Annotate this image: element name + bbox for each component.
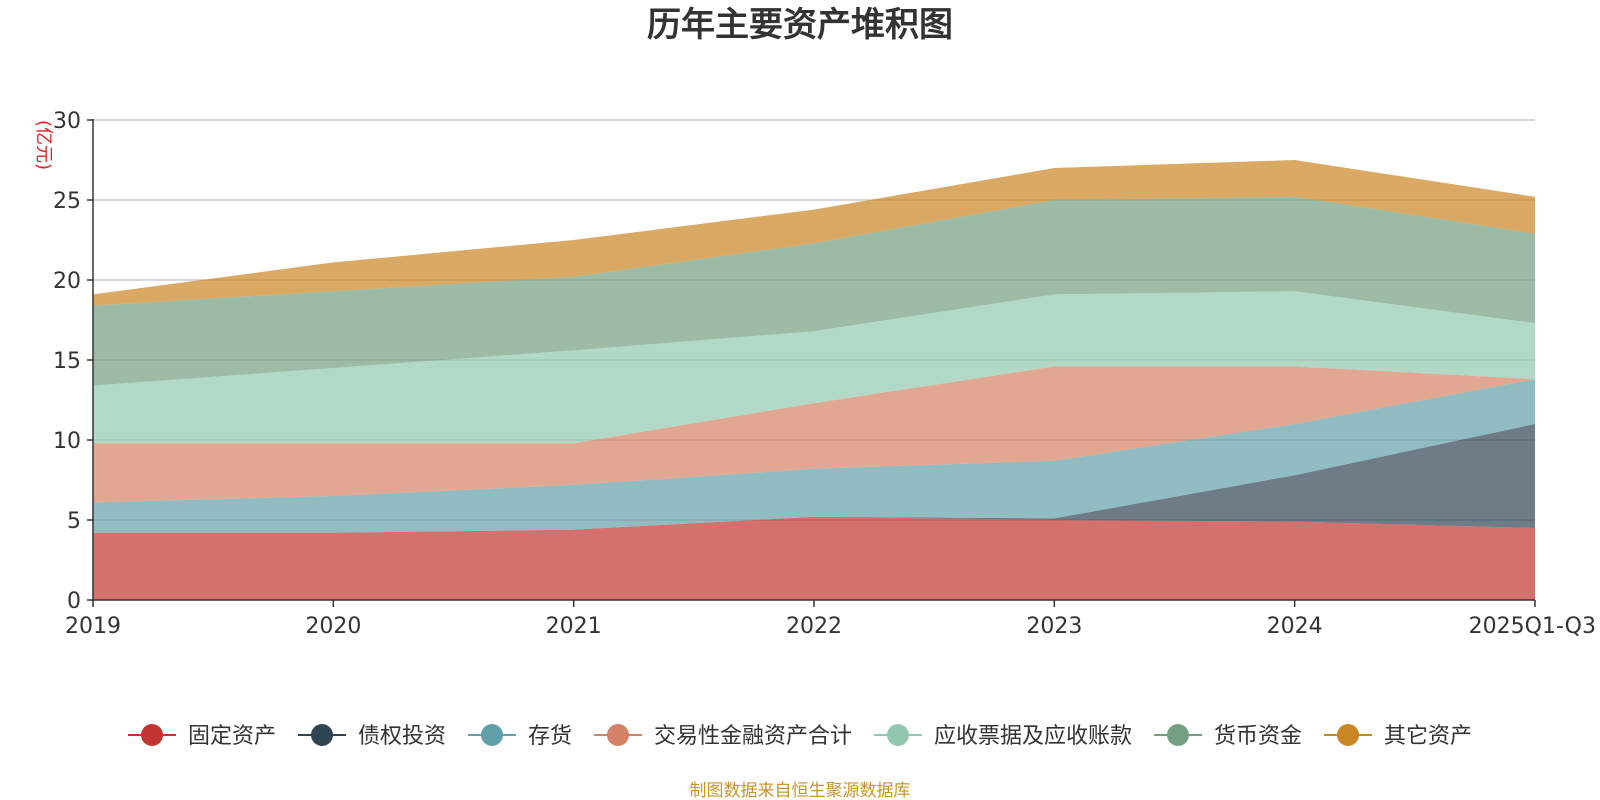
- legend-marker-4: [887, 724, 909, 746]
- legend-item-0: 固定资产: [128, 724, 276, 749]
- legend-label-3: 交易性金融资产合计: [654, 724, 852, 749]
- legend-item-2: 存货: [468, 724, 572, 749]
- axes: 0 5 10 15 20 25 30 2019 2020 2021 2022 2023 2024 2025…: [53, 109, 1596, 639]
- legend-marker-1: [311, 724, 333, 746]
- legend-label-0: 固定资产: [188, 724, 276, 749]
- x-tick-label-3: 2022: [786, 614, 842, 639]
- area-series: [93, 160, 1535, 600]
- legend-item-4: 应收票据及应收账款: [874, 724, 1132, 749]
- x-tick-label-2: 2021: [546, 614, 602, 639]
- legend-marker-6: [1337, 724, 1359, 746]
- legend-marker-0: [141, 724, 163, 746]
- area-6: [93, 160, 1535, 306]
- area-1: [93, 424, 1535, 533]
- legend-marker-5: [1167, 724, 1189, 746]
- area-3: [93, 366, 1535, 503]
- x-tick-label-5: 2024: [1267, 614, 1323, 639]
- x-tick-label-0: 2019: [65, 614, 121, 639]
- x-tick-label-4: 2023: [1026, 614, 1082, 639]
- x-tick-label-6: 2025Q1-Q3: [1469, 614, 1596, 639]
- legend-label-4: 应收票据及应收账款: [934, 724, 1132, 749]
- y-tick-label-6: 30: [53, 109, 81, 134]
- legend-label-2: 存货: [528, 724, 572, 749]
- y-tick-label-3: 15: [53, 349, 81, 374]
- legend-marker-2: [481, 724, 503, 746]
- legend-item-6: 其它资产: [1324, 724, 1472, 749]
- area-4: [93, 291, 1535, 444]
- x-tick-label-1: 2020: [305, 614, 361, 639]
- chart-title: 历年主要资产堆积图: [647, 5, 953, 45]
- area-2: [93, 379, 1535, 533]
- legend-item-1: 债权投资: [298, 724, 446, 749]
- legend-label-6: 其它资产: [1384, 724, 1472, 749]
- y-tick-label-5: 25: [53, 189, 81, 214]
- legend-item-5: 货币资金: [1154, 724, 1302, 749]
- y-tick-label-2: 10: [53, 429, 81, 454]
- legend-label-1: 债权投资: [358, 724, 446, 749]
- y-tick-label-4: 20: [53, 269, 81, 294]
- data-source-note: 制图数据来自恒生聚源数据库: [690, 781, 911, 800]
- y-tick-label-0: 0: [67, 589, 81, 614]
- legend: 固定资产 债权投资 存货 交易性金融资产合计 应收票据及应收账款 货币资金 其它资产: [128, 724, 1472, 749]
- y-axis-unit-label: (亿元): [33, 120, 54, 170]
- legend-item-3: 交易性金融资产合计: [594, 724, 852, 749]
- legend-marker-3: [607, 724, 629, 746]
- y-tick-label-1: 5: [67, 509, 81, 534]
- area-0: [93, 516, 1535, 600]
- legend-label-5: 货币资金: [1214, 724, 1302, 749]
- area-5: [93, 196, 1535, 386]
